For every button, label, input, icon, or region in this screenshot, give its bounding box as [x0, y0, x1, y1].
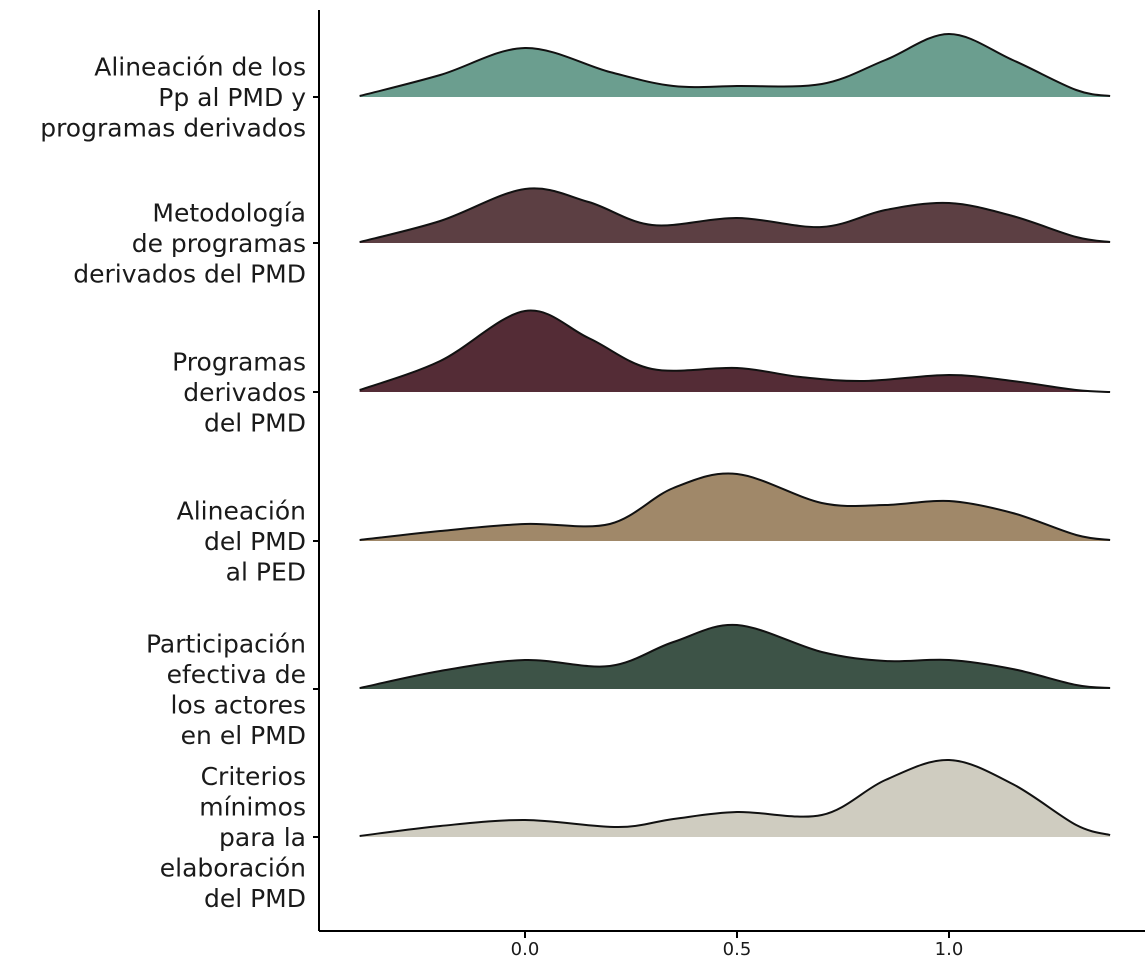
x-tick-label: 0.0: [511, 939, 540, 957]
y-label-line: Pp al PMD y: [158, 83, 306, 112]
y-labels-layer: Alineación de los Pp al PMD y programas de…: [40, 53, 319, 913]
ridge-outline-6: [359, 758, 1111, 837]
y-label-line: Programas: [172, 348, 306, 377]
x-tick-label: 1.0: [935, 939, 964, 957]
y-label-line: Alineación de los: [94, 53, 306, 82]
y-label-line: los actores: [170, 690, 306, 719]
y-label-1: Alineación de los Pp al PMD y programas de…: [40, 53, 306, 143]
y-label-line: derivados: [183, 378, 306, 407]
y-label-line: del PMD: [204, 527, 306, 556]
y-label-line: en el PMD: [181, 721, 306, 750]
y-label-line: de programas: [132, 229, 306, 258]
y-label-3: Programas derivados del PMD: [172, 348, 306, 438]
y-label-line: Criterios: [201, 762, 306, 791]
y-label-line: del PMD: [204, 409, 306, 438]
ridge-fill-2: [359, 188, 1111, 243]
y-label-line: programas derivados: [40, 114, 306, 143]
y-label-line: del PMD: [204, 884, 306, 913]
ridge-outline-4: [359, 472, 1111, 541]
y-label-4: Alineación del PMD al PED: [177, 497, 306, 587]
y-label-line: Alineación: [177, 497, 306, 526]
y-label-line: efectiva de: [167, 660, 306, 689]
y-label-6: Criterios mínimos para la elaboración del PM…: [160, 762, 306, 913]
ridge-fill-3: [359, 310, 1111, 392]
x-ticks-layer: 0.0 0.5 1.0: [511, 931, 964, 957]
ridge-outline-5: [359, 623, 1111, 689]
y-label-line: Participación: [146, 629, 306, 658]
y-label-5: Participación efectiva de los actores en el…: [146, 629, 306, 750]
ridge-fill-4: [359, 473, 1111, 541]
ridge-fill-5: [359, 624, 1111, 689]
y-label-line: al PED: [226, 558, 306, 587]
ridge-fill-1: [359, 34, 1111, 97]
ridges-layer: [359, 32, 1111, 837]
axes-layer: [318, 10, 1145, 932]
ridge-outline-1: [359, 32, 1111, 97]
y-label-line: mínimos: [199, 793, 306, 822]
y-label-line: derivados del PMD: [73, 260, 306, 289]
y-label-2: Metodología de programas derivados del PMD: [73, 199, 306, 289]
ridge-outline-2: [359, 187, 1111, 243]
y-label-line: elaboración: [160, 854, 306, 883]
ridge-fill-6: [359, 759, 1111, 837]
y-label-line: para la: [219, 823, 306, 852]
y-label-line: Metodología: [152, 199, 306, 228]
ridge-outline-3: [359, 309, 1111, 393]
x-tick-label: 0.5: [723, 939, 752, 957]
